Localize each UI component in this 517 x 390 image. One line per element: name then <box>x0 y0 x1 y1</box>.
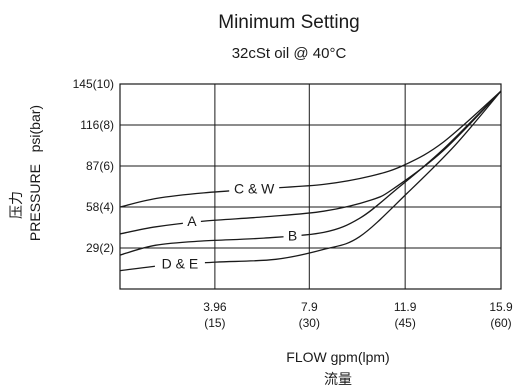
y-tick-label-3: 116(8) <box>80 118 114 132</box>
x-tick-label-3: 15.9 <box>489 300 513 314</box>
x-tick-label-1: 7.9 <box>301 300 318 314</box>
x-tick-sublabel-2: (45) <box>394 316 415 330</box>
y-tick-label-1: 58(4) <box>86 200 114 214</box>
series-label-bg-0 <box>229 179 280 197</box>
y-tick-label-4: 145(10) <box>73 77 114 91</box>
series-label-bg-3 <box>154 254 205 272</box>
x-tick-label-0: 3.96 <box>203 300 227 314</box>
series-label-0: C & W <box>234 181 275 197</box>
x-axis-label: FLOW gpm(lpm) <box>286 349 389 365</box>
series-label-2: B <box>288 227 297 243</box>
chart-subtitle: 32cSt oil @ 40°C <box>232 45 347 62</box>
series-labels: C & W A B D & E <box>154 179 302 272</box>
y-axis-label: PRESSURE psi(bar) <box>27 105 43 241</box>
x-tick-sublabel-3: (60) <box>490 316 511 330</box>
x-tick-label-2: 11.9 <box>394 300 417 314</box>
plot-frame <box>119 83 502 290</box>
y-tick-label-0: 29(2) <box>86 241 114 255</box>
series-label-1: A <box>187 213 197 229</box>
series-line-3 <box>119 90 502 272</box>
x-axis-ticks: 3.96 (15) 7.9 (30) 11.9 (45) 15.9 (60) <box>203 300 513 330</box>
x-tick-sublabel-1: (30) <box>299 316 320 330</box>
series-line-2 <box>119 90 502 256</box>
x-axis-label-cn: 流量 <box>324 372 352 388</box>
series-line-1 <box>119 90 502 235</box>
series-label-bg-2 <box>283 226 302 244</box>
y-tick-label-2: 87(6) <box>86 159 114 173</box>
chart-title: Minimum Setting <box>218 12 360 33</box>
x-tick-sublabel-0: (15) <box>204 316 225 330</box>
y-axis-ticks: 29(2) 58(4) 87(6) 116(8) 145(10) <box>73 77 114 255</box>
series-label-3: D & E <box>162 256 199 272</box>
series-label-bg-1 <box>182 212 201 230</box>
y-axis-label-cn: 压力 <box>9 191 25 219</box>
series-lines <box>119 90 502 272</box>
series-line-0 <box>119 90 502 208</box>
